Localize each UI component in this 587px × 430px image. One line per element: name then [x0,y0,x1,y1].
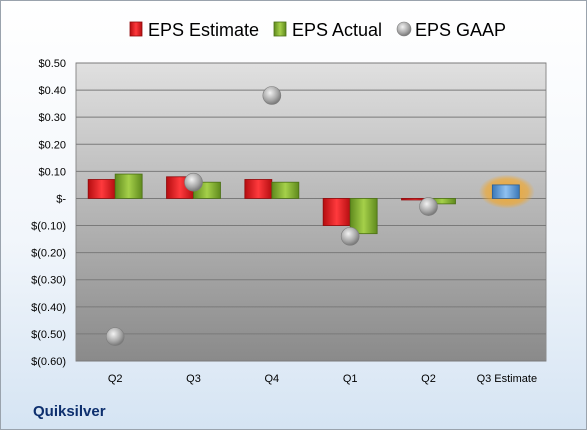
point-eps-gaap [262,86,282,105]
legend-label: EPS GAAP [415,20,506,40]
y-tick-label: $- [56,193,66,205]
y-tick-label: $0.50 [38,58,66,70]
x-tick-label: Q1 [343,373,358,385]
legend-label: EPS Estimate [148,20,259,40]
point-eps-gaap [340,227,360,246]
legend-swatch [129,21,143,37]
y-tick-label: $(0.60) [31,356,66,368]
y-tick-label: $0.40 [38,85,66,97]
y-axis: $0.50 $0.40 $0.30 $0.20 $0.10 $- $(0.10) $(0.20… [31,58,66,368]
x-tick-label: Q3 Estimate [477,373,538,385]
bar-eps-actual [114,173,143,199]
x-tick-label: Q4 [264,373,279,385]
chart-marks [87,86,535,346]
point-eps-gaap [105,327,125,346]
y-tick-label: $(0.30) [31,275,66,287]
x-tick-label: Q2 [108,373,123,385]
y-tick-label: $(0.40) [31,302,66,314]
bar-q3-estimate [491,184,520,199]
x-tick-label: Q3 [186,373,201,385]
legend-swatch [273,21,287,37]
x-tick-label: Q2 [421,373,436,385]
legend-label: EPS Actual [292,20,382,40]
y-tick-label: $0.10 [38,166,66,178]
y-tick-label: $0.30 [38,112,66,124]
legend-swatch [396,21,412,37]
bar-eps-actual [349,198,378,235]
company-name: Quiksilver [33,403,106,420]
bar-eps-estimate [322,198,351,226]
y-tick-label: $0.20 [38,139,66,151]
y-tick-label: $(0.10) [31,221,66,233]
bar-eps-estimate [244,179,273,199]
plot-area [75,62,547,362]
y-tick-label: $(0.50) [31,329,66,341]
bar-eps-actual [271,181,300,199]
gridlines [76,62,546,362]
bar-eps-estimate [87,179,116,199]
point-eps-gaap [184,172,203,192]
point-eps-gaap [419,197,438,216]
y-tick-label: $(0.20) [31,248,66,260]
legend: EPS Estimate EPS Actual EPS GAAP [129,20,506,40]
x-axis: Q2 Q3 Q4 Q1 Q2 Q3 Estimate [108,373,537,385]
